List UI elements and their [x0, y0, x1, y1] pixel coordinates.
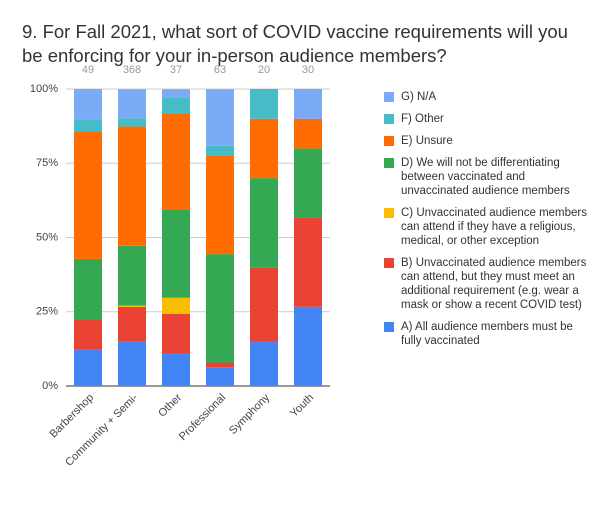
bar-segment: [206, 254, 234, 363]
legend-item: C) Unvaccinated audience members can att…: [384, 206, 589, 248]
legend-label: A) All audience members must be fully va…: [401, 321, 573, 347]
x-tick-label: Barbershop: [47, 392, 96, 441]
bar-segment: [74, 131, 102, 259]
bar-segment: [250, 178, 278, 268]
bar-segment: [250, 89, 278, 119]
total-label: 20: [258, 64, 270, 76]
x-tick-label: Other: [156, 391, 184, 419]
bar-segment: [206, 155, 234, 255]
legend-swatch: [384, 92, 394, 102]
bar-segment: [118, 89, 146, 119]
bar-segment: [118, 341, 146, 386]
bar-segment: [74, 258, 102, 320]
legend-item: A) All audience members must be fully va…: [384, 320, 589, 348]
legend-swatch: [384, 258, 394, 268]
chart-title: 9. For Fall 2021, what sort of COVID vac…: [22, 21, 568, 66]
legend-item: B) Unvaccinated audience members can att…: [384, 256, 589, 312]
bar-segment: [74, 349, 102, 386]
legend-label: D) We will not be differentiating betwee…: [401, 157, 570, 197]
legend-item: F) Other: [384, 112, 589, 126]
x-tick-label: Community + Semi-: [63, 391, 140, 468]
bar-segment: [250, 118, 278, 179]
bar-segment: [206, 367, 234, 386]
bar-segment: [206, 362, 234, 368]
legend-label: C) Unvaccinated audience members can att…: [401, 207, 588, 247]
legend-label: F) Other: [401, 113, 444, 125]
legend-label: E) Unsure: [401, 135, 453, 147]
bar-segment: [74, 119, 102, 132]
bar-segment: [162, 313, 190, 354]
bar-segment: [294, 148, 322, 218]
bar-segment: [206, 89, 234, 146]
legend-label: G) N/A: [401, 91, 437, 103]
bar-segment: [118, 118, 146, 127]
bar-segment: [162, 297, 190, 314]
legend-item: G) N/A: [384, 90, 589, 104]
bar-segment: [250, 341, 278, 386]
bar-segment: [118, 305, 146, 307]
legend-label: B) Unvaccinated audience members can att…: [401, 257, 587, 311]
bar-segment: [162, 113, 190, 210]
bar-segment: [294, 306, 322, 386]
bar-segment: [74, 319, 102, 350]
total-label: 49: [82, 64, 94, 76]
legend-item: D) We will not be differentiating betwee…: [384, 156, 589, 198]
bar-segment: [162, 353, 190, 386]
y-tick-label: 25%: [36, 306, 58, 318]
x-tick-label: Youth: [288, 392, 316, 420]
bar-segment: [162, 209, 190, 298]
y-tick-label: 0%: [42, 380, 58, 392]
bar-segment: [294, 217, 322, 307]
x-tick-label: Symphony: [227, 391, 273, 437]
legend-swatch: [384, 158, 394, 168]
bar-segment: [206, 145, 234, 156]
total-label: 368: [123, 64, 141, 76]
total-label: 63: [214, 64, 226, 76]
legend-swatch: [384, 114, 394, 124]
total-label: 30: [302, 64, 314, 76]
legend-swatch: [384, 208, 394, 218]
legend-item: E) Unsure: [384, 134, 589, 148]
bar-segment: [162, 97, 190, 114]
bar-segment: [118, 126, 146, 246]
y-tick-label: 75%: [36, 157, 58, 169]
y-tick-label: 100%: [30, 83, 58, 95]
legend-swatch: [384, 136, 394, 146]
x-tick-label: Professional: [177, 392, 228, 443]
bar-segment: [118, 245, 146, 306]
legend: G) N/A F) Other E) Unsure D) We will not be…: [384, 90, 589, 356]
y-tick-label: 50%: [36, 231, 58, 243]
legend-swatch: [384, 322, 394, 332]
bar-segment: [162, 89, 190, 98]
bar-segment: [118, 306, 146, 342]
bar-segment: [74, 89, 102, 120]
total-label: 37: [170, 64, 182, 76]
bar-segment: [250, 267, 278, 342]
bar-segment: [294, 118, 322, 149]
bar-segment: [294, 89, 322, 119]
